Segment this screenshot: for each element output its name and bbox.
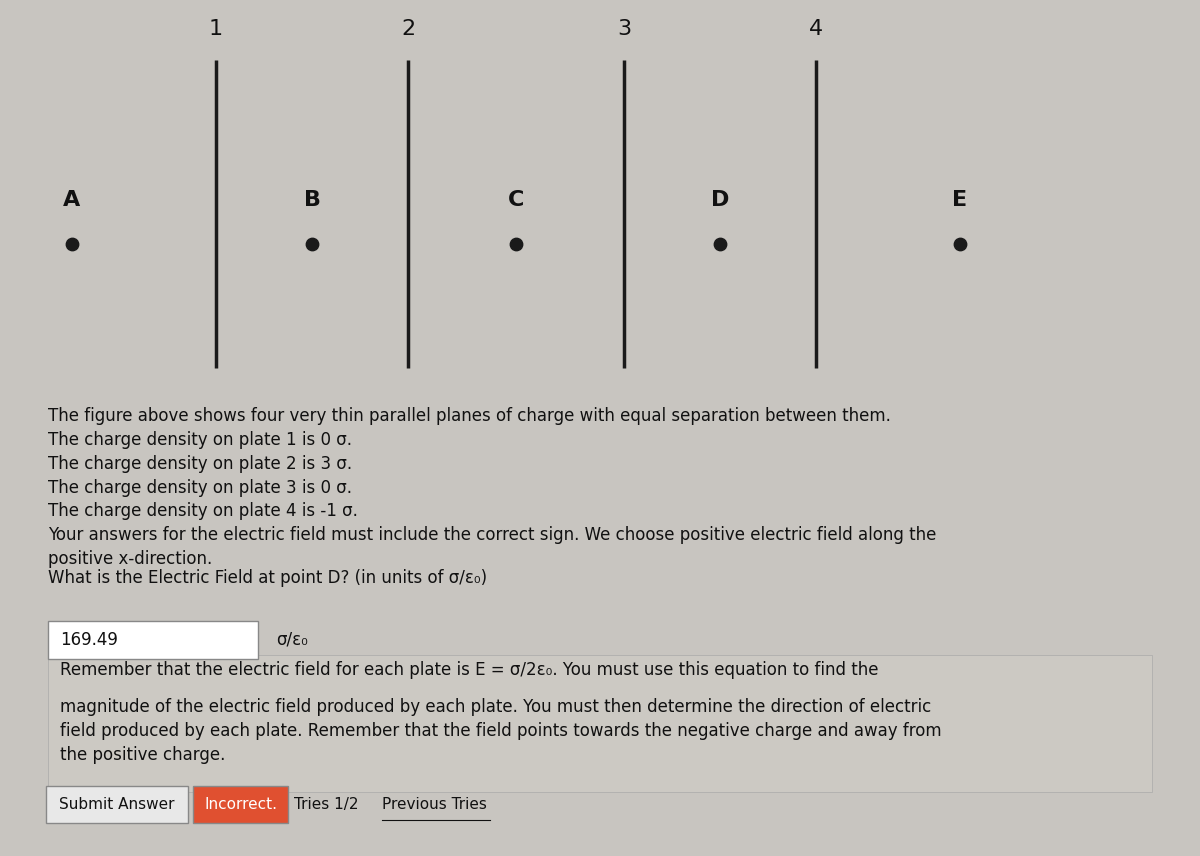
Text: The figure above shows four very thin parallel planes of charge with equal separ: The figure above shows four very thin pa… [48,407,890,425]
Point [62,237,82,251]
Text: 3: 3 [617,19,631,39]
Text: magnitude of the electric field produced by each plate. You must then determine : magnitude of the electric field produced… [60,698,931,716]
Text: 4: 4 [809,19,823,39]
Text: The charge density on plate 1 is 0 σ.: The charge density on plate 1 is 0 σ. [48,431,352,449]
Text: the positive charge.: the positive charge. [60,746,226,764]
Point [302,237,322,251]
Text: Remember that the electric field for each plate is E = σ/2ε₀. You must use this : Remember that the electric field for eac… [60,661,878,679]
Text: What is the Electric Field at point D? (in units of σ/ε₀): What is the Electric Field at point D? (… [48,569,487,587]
Point [950,237,970,251]
FancyBboxPatch shape [46,786,188,823]
Text: Submit Answer: Submit Answer [59,797,175,812]
Text: 2: 2 [401,19,415,39]
Text: The charge density on plate 2 is 3 σ.: The charge density on plate 2 is 3 σ. [48,455,352,473]
Text: σ/ε₀: σ/ε₀ [276,631,308,649]
Text: The charge density on plate 3 is 0 σ.: The charge density on plate 3 is 0 σ. [48,479,352,496]
Text: The charge density on plate 4 is -1 σ.: The charge density on plate 4 is -1 σ. [48,502,358,520]
Text: D: D [710,190,730,210]
Text: 169.49: 169.49 [60,631,118,649]
Text: C: C [508,190,524,210]
Text: positive x-direction.: positive x-direction. [48,550,212,568]
Text: Tries 1/2: Tries 1/2 [294,797,364,812]
FancyBboxPatch shape [48,621,258,659]
Text: Your answers for the electric field must include the correct sign. We choose pos: Your answers for the electric field must… [48,526,936,544]
Text: field produced by each plate. Remember that the field points towards the negativ: field produced by each plate. Remember t… [60,722,942,740]
Text: 1: 1 [209,19,223,39]
Point [710,237,730,251]
Text: Previous Tries: Previous Tries [382,797,486,812]
Text: B: B [304,190,320,210]
Point [506,237,526,251]
FancyBboxPatch shape [193,786,288,823]
FancyBboxPatch shape [48,655,1152,792]
Text: E: E [953,190,967,210]
Text: Incorrect.: Incorrect. [204,797,277,812]
Text: A: A [64,190,80,210]
